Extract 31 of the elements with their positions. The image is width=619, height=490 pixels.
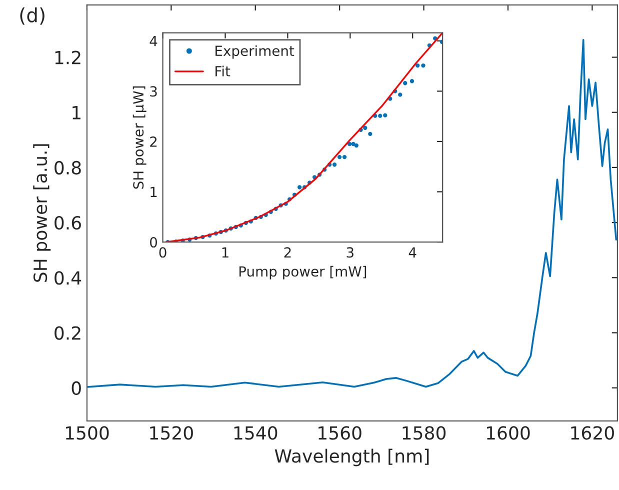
y-tick-label: 1.2 [55,50,80,64]
y-tick-label: 2 [150,136,157,147]
y-tick-label: 4 [150,36,158,46]
x-axis-title: Pump power [mW] [239,266,366,280]
x-tick-label: 3 [346,247,354,258]
y-axis-title: SH power [a.u.] [33,144,51,282]
x-tick-label: 0 [159,247,166,258]
y-tick-label: 0.6 [54,216,81,230]
x-axis-title: Wavelength [nm] [274,448,429,466]
legend-label: Fit [216,66,230,76]
y-tick-label: 0 [150,237,158,248]
x-tick-label: 1520 [150,426,193,440]
text: (d) [20,7,44,25]
y-tick-label: 0.4 [54,271,82,285]
x-tick-label: 1560 [318,426,362,440]
y-tick-label: 0.8 [54,160,81,175]
x-tick-label: 2 [284,247,291,258]
y-tick-label: 0.2 [54,326,80,340]
legend-label: Experiment [216,45,294,59]
x-tick-label: 1540 [234,426,278,440]
y-tick-label: 1 [150,186,157,198]
y-tick-label: 0 [72,381,81,395]
x-tick-label: 4 [408,247,416,258]
y-tick-label: 1 [72,106,80,120]
x-tick-label: 1580 [402,426,446,440]
x-tick-label: 1620 [571,426,614,440]
x-tick-label: 1500 [66,426,109,440]
y-tick-label: 3 [150,86,157,97]
x-tick-label: 1 [222,247,228,258]
x-tick-label: 1600 [486,426,530,440]
y-axis-title: SH power [μW] [132,86,146,189]
